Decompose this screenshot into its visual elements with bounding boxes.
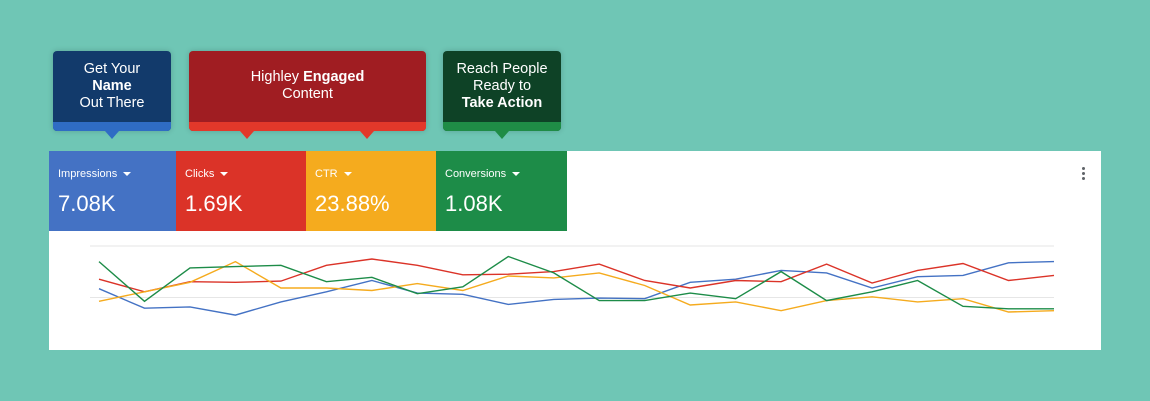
callout-line: Out There xyxy=(79,94,145,111)
callout-pointer xyxy=(105,131,119,139)
caret-down-icon[interactable] xyxy=(220,172,229,176)
callout-bold: Name xyxy=(92,77,132,94)
more-vert-icon[interactable] xyxy=(1081,167,1085,180)
callout-stripe xyxy=(53,122,171,131)
callout-line: Highley Engaged xyxy=(251,69,365,86)
metric-tile-ctr[interactable]: CTR 23.88% xyxy=(306,151,436,231)
metric-selector[interactable]: Clicks xyxy=(185,168,306,180)
series-line-0 xyxy=(98,260,1055,316)
callout-name-out-there: Get Your Name Out There xyxy=(53,51,171,139)
series-line-3 xyxy=(98,255,1054,310)
callout-pointer xyxy=(495,131,509,139)
series-line-1 xyxy=(98,258,1055,293)
metric-tile-clicks[interactable]: Clicks 1.69K xyxy=(176,151,306,231)
callout-pointer xyxy=(240,131,254,139)
callout-stripe xyxy=(443,122,561,131)
metric-label: Clicks xyxy=(185,168,215,180)
callout-bold: Take Action xyxy=(461,94,543,111)
callout-line: Get Your xyxy=(83,60,141,77)
metric-label: Impressions xyxy=(58,168,118,180)
metric-selector[interactable]: Impressions xyxy=(58,168,176,180)
metric-value: 1.69K xyxy=(185,191,243,216)
callout-line: Reach People xyxy=(456,60,548,77)
metric-value: 1.08K xyxy=(445,191,503,216)
caret-down-icon[interactable] xyxy=(512,172,521,176)
metric-tile-impressions[interactable]: Impressions 7.08K xyxy=(49,151,176,231)
callout-pointer xyxy=(360,131,374,139)
callout-stripe xyxy=(189,122,426,131)
metric-selector[interactable]: Conversions xyxy=(445,168,567,180)
callout-bold: Engaged xyxy=(303,69,365,85)
metric-selector[interactable]: CTR xyxy=(315,168,436,180)
caret-down-icon[interactable] xyxy=(343,172,352,176)
performance-panel: Impressions 7.08K Clicks 1.69K CTR 23.88… xyxy=(49,151,1101,350)
callout-line: Content xyxy=(282,86,333,102)
metric-label: CTR xyxy=(315,168,338,180)
series-line-2 xyxy=(98,260,1055,313)
metric-tile-conversions[interactable]: Conversions 1.08K xyxy=(436,151,567,231)
metric-label: Conversions xyxy=(445,168,507,180)
callout-engaged-content: Highley Engaged Content xyxy=(189,51,426,139)
callout-line: Ready to xyxy=(472,77,532,94)
caret-down-icon[interactable] xyxy=(123,172,132,176)
callout-pre: Highley xyxy=(250,69,304,85)
performance-line-chart xyxy=(90,245,1055,316)
metric-value: 23.88% xyxy=(315,191,390,216)
callout-take-action: Reach People Ready to Take Action xyxy=(443,51,561,139)
metric-value: 7.08K xyxy=(58,191,116,216)
